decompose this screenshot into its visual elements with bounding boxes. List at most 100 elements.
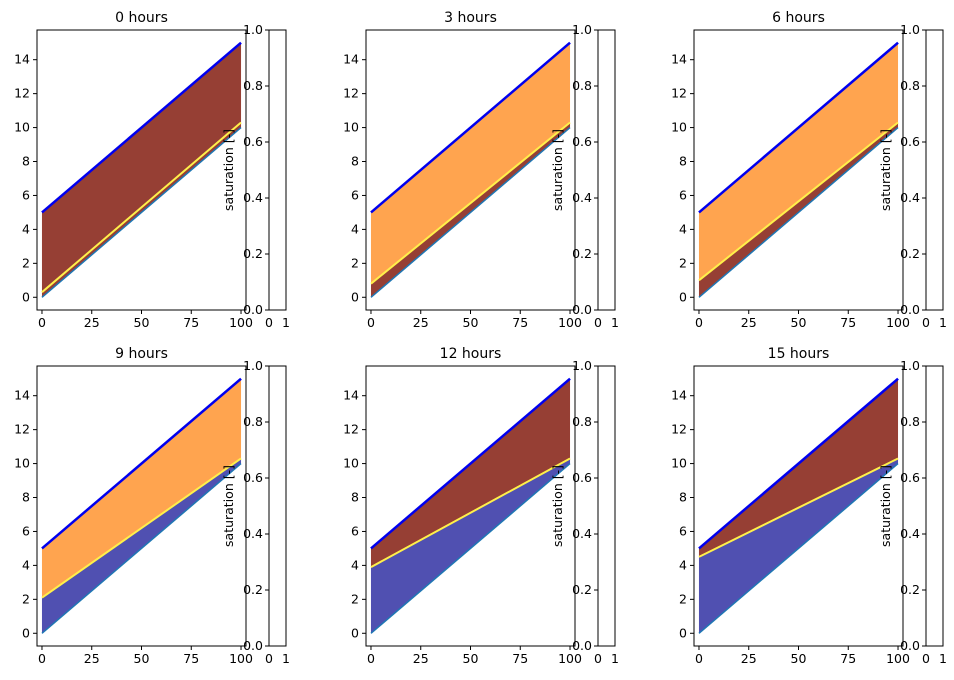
colorbar-tick-label: 1.0	[900, 358, 920, 373]
wet-region	[41, 378, 242, 598]
x-tick-label: 100	[558, 651, 582, 666]
x-tick-label: 0	[38, 315, 46, 330]
dry-region	[370, 122, 571, 298]
x-tick-label: 50	[463, 651, 479, 666]
colorbar-tick-label: 0.2	[243, 582, 263, 597]
saturation-front	[41, 457, 242, 599]
colorbar-tick-label: 1.0	[572, 358, 592, 373]
y-tick-label: 2	[22, 591, 30, 606]
y-tick-label: 14	[343, 388, 359, 403]
colorbar-tick-label: 0.8	[900, 414, 920, 429]
y-tick-label: 4	[351, 221, 359, 236]
bottom-boundary-line	[370, 463, 571, 634]
colorbar-x-tick-label: 1	[282, 651, 290, 666]
y-tick-label: 12	[671, 86, 687, 101]
y-tick-label: 10	[343, 456, 359, 471]
y-tick-label: 0	[22, 289, 30, 304]
colorbar-tick-label: 0.6	[900, 470, 920, 485]
y-tick-label: 6	[351, 187, 359, 202]
panel-title: 9 hours	[115, 346, 168, 362]
dry-region	[698, 458, 899, 634]
x-tick-label: 50	[134, 651, 150, 666]
x-tick-label: 75	[183, 315, 199, 330]
colorbar	[268, 365, 287, 647]
y-tick-label: 8	[22, 154, 30, 169]
colorbar-tick-label: 0.0	[900, 638, 920, 653]
dry-region	[41, 458, 242, 634]
y-tick-label: 8	[22, 490, 30, 505]
colorbar-label: saturation [-]	[221, 129, 236, 211]
y-tick-label: 2	[679, 255, 687, 270]
y-tick-label: 10	[671, 120, 687, 135]
colorbar-tick-label: 0.6	[900, 134, 920, 149]
colorbar-label: saturation [-]	[878, 465, 893, 547]
colorbar-tick-label: 0.4	[572, 190, 592, 205]
x-tick-label: 25	[741, 651, 757, 666]
y-tick-label: 2	[22, 255, 30, 270]
colorbar	[268, 29, 287, 311]
colorbar	[597, 365, 616, 647]
x-tick-label: 0	[367, 651, 375, 666]
x-tick-label: 25	[84, 315, 100, 330]
y-tick-label: 4	[22, 221, 30, 236]
colorbar-tick-label: 0.2	[572, 582, 592, 597]
colorbar-x-tick-label: 1	[611, 651, 619, 666]
wet-region	[698, 42, 899, 281]
saturation-front	[698, 457, 899, 558]
x-tick-label: 100	[229, 651, 253, 666]
colorbar-tick-label: 0.8	[572, 414, 592, 429]
x-tick-label: 75	[512, 315, 528, 330]
x-tick-label: 100	[886, 315, 910, 330]
y-tick-label: 4	[22, 557, 30, 572]
top-boundary-line	[370, 377, 571, 550]
y-tick-label: 8	[351, 154, 359, 169]
colorbar-label: saturation [-]	[550, 465, 565, 547]
x-tick-label: 75	[512, 651, 528, 666]
dry-region	[698, 122, 899, 298]
colorbar-label: saturation [-]	[221, 465, 236, 547]
colorbar-x-tick-label: 1	[282, 315, 290, 330]
y-tick-label: 6	[679, 523, 687, 538]
y-tick-label: 14	[671, 388, 687, 403]
y-tick-label: 6	[22, 523, 30, 538]
colorbar-x-tick-label: 1	[939, 651, 947, 666]
panel-title: 0 hours	[115, 10, 168, 26]
colorbar	[925, 29, 944, 311]
x-tick-label: 75	[840, 315, 856, 330]
colorbar-tick-label: 0.4	[243, 526, 263, 541]
y-tick-label: 14	[14, 52, 30, 67]
y-tick-label: 6	[351, 523, 359, 538]
top-boundary-line	[41, 377, 242, 550]
x-tick-label: 100	[558, 315, 582, 330]
colorbar-tick-label: 1.0	[243, 358, 263, 373]
y-tick-label: 2	[351, 591, 359, 606]
colorbar-tick-label: 0.4	[900, 526, 920, 541]
colorbar-tick-label: 0.8	[243, 414, 263, 429]
y-tick-label: 10	[343, 120, 359, 135]
y-tick-label: 10	[14, 456, 30, 471]
colorbar-tick-label: 0.2	[572, 246, 592, 261]
panel-title: 12 hours	[440, 346, 502, 362]
colorbar-x-tick-label: 0	[594, 315, 602, 330]
top-boundary-line	[698, 41, 899, 214]
colorbar-x-tick-label: 0	[594, 651, 602, 666]
colorbar-tick-label: 0.6	[243, 470, 263, 485]
bottom-boundary-line	[698, 463, 899, 634]
bottom-boundary-line	[41, 463, 242, 634]
colorbar-tick-label: 0.4	[572, 526, 592, 541]
colorbar-tick-label: 0.8	[572, 78, 592, 93]
bottom-boundary-line	[698, 127, 899, 298]
y-tick-label: 0	[351, 625, 359, 640]
y-tick-label: 8	[679, 490, 687, 505]
y-tick-label: 8	[679, 154, 687, 169]
x-tick-label: 75	[840, 651, 856, 666]
colorbar-tick-label: 0.0	[900, 302, 920, 317]
x-tick-label: 25	[413, 315, 429, 330]
saturation-front	[370, 121, 571, 285]
colorbar-tick-label: 0.6	[572, 134, 592, 149]
